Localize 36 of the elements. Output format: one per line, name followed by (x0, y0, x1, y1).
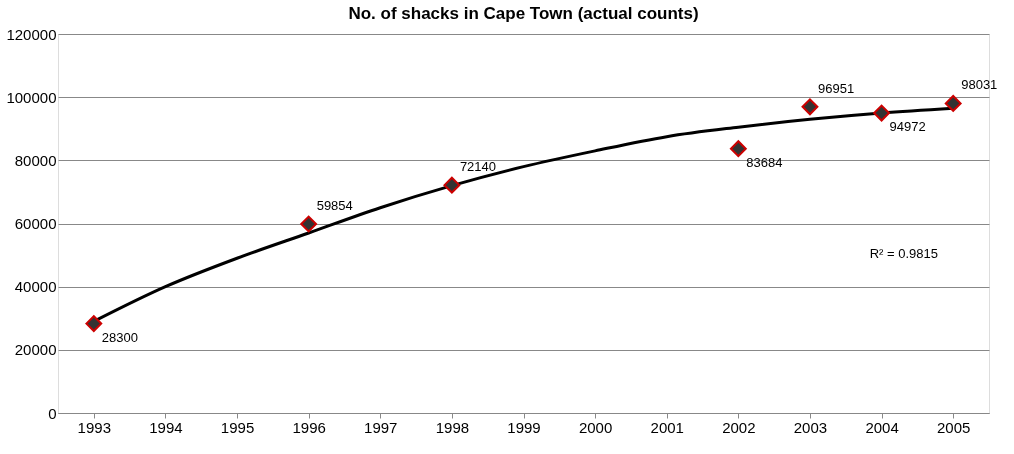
chart-title: No. of shacks in Cape Town (actual counts) (348, 4, 699, 23)
data-label: 98031 (961, 77, 998, 93)
x-tick-label: 2001 (650, 418, 684, 436)
point (729, 140, 747, 158)
x-tick-label: 2005 (937, 418, 971, 436)
point (801, 98, 819, 116)
y-tick-label: 60000 (14, 215, 57, 232)
y-tick-label: 100000 (6, 88, 57, 106)
y-tick-label: 120000 (6, 25, 57, 43)
x-tick-label: 1999 (507, 418, 541, 436)
data-label: 94972 (889, 119, 926, 135)
data-label: 59854 (316, 197, 353, 213)
point (85, 315, 103, 333)
x-tick-label: 1996 (292, 418, 326, 436)
x-tick-label: 1995 (220, 418, 255, 436)
x-tick-label: 2003 (793, 418, 828, 436)
data-label: 72140 (459, 159, 497, 175)
point (944, 94, 962, 112)
data-label: 96951 (817, 80, 855, 96)
x-tick-label: 1998 (435, 418, 470, 436)
y-tick-label: 20000 (14, 341, 57, 359)
x-tick-label: 1993 (77, 418, 111, 436)
x-tick-label: 2002 (722, 418, 756, 436)
point (873, 104, 890, 122)
x-tick-label: 2004 (865, 418, 899, 436)
annotation: R² = 0.9815 (869, 246, 938, 261)
y-tick-label: 80000 (14, 151, 57, 169)
y-tick-label: 40000 (14, 278, 57, 296)
x-tick-label: 1997 (364, 418, 398, 436)
y-tick-label: 0 (48, 404, 57, 422)
data-label: 83684 (746, 154, 783, 170)
data-label: 28300 (101, 329, 138, 345)
point (443, 176, 461, 194)
point (300, 215, 318, 233)
x-tick-label: 2000 (578, 418, 613, 436)
x-tick-label: 1994 (149, 418, 183, 436)
